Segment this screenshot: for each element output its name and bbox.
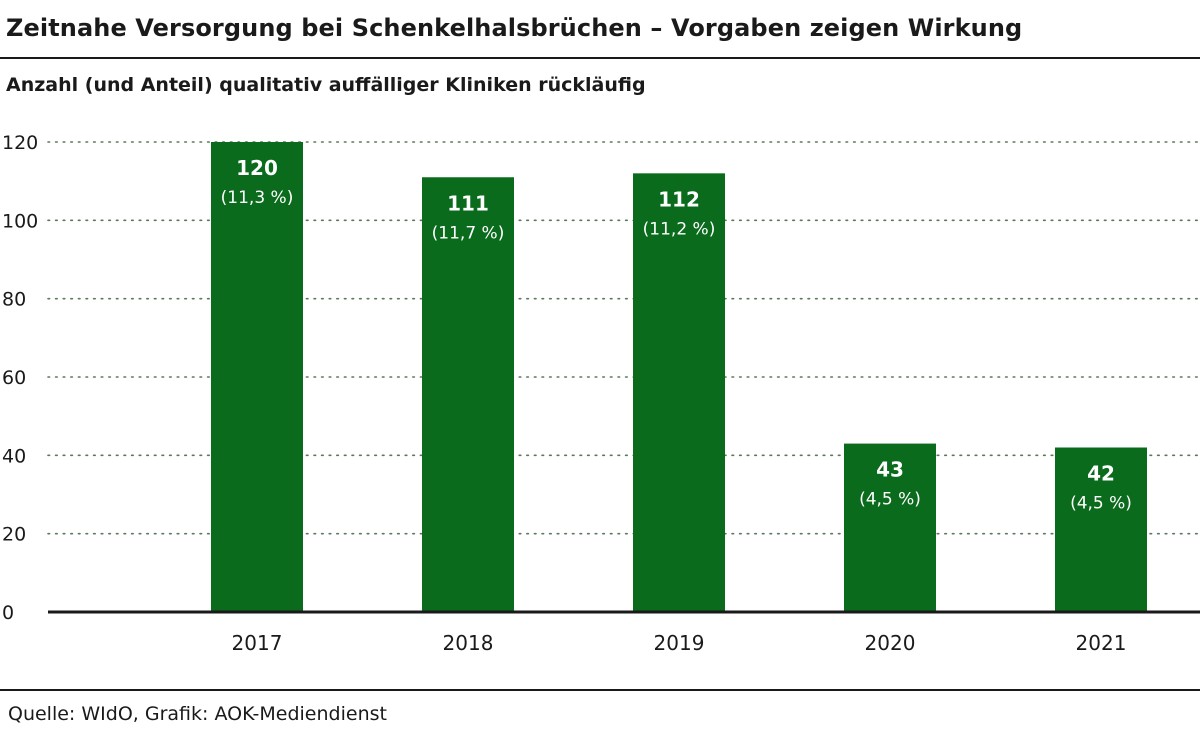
bar-value-label: 112 bbox=[658, 187, 700, 211]
y-tick-label: 60 bbox=[2, 367, 26, 389]
bar-share-label: (11,3 %) bbox=[221, 188, 294, 208]
y-tick-label: 0 bbox=[2, 602, 14, 624]
bar-chart: 0 20 40 60 80 100 120 120 (11,3 %) 111 (11,7 %) 11… bbox=[2, 132, 1200, 655]
x-tick-label: 2021 bbox=[1076, 631, 1127, 655]
bar-share-label: (11,2 %) bbox=[643, 219, 716, 239]
bars: 120 (11,3 %) 111 (11,7 %) 112 (11,2 %) 43 (4,5 … bbox=[211, 142, 1147, 613]
y-tick-label: 80 bbox=[2, 289, 26, 311]
source-note: Quelle: WIdO, Grafik: AOK-Mediendienst bbox=[8, 703, 387, 725]
footer-divider bbox=[0, 689, 1200, 691]
x-tick-label: 2020 bbox=[865, 631, 916, 655]
bar-value-label: 120 bbox=[236, 156, 278, 180]
y-tick-label: 100 bbox=[2, 210, 38, 232]
title-divider bbox=[0, 57, 1200, 59]
chart-subtitle: Anzahl (und Anteil) qualitativ auffällig… bbox=[6, 74, 646, 96]
x-axis-ticks: 2017 2018 2019 2020 2021 bbox=[232, 631, 1127, 655]
bar bbox=[1055, 447, 1147, 612]
bar bbox=[211, 142, 303, 612]
bar-share-label: (11,7 %) bbox=[432, 223, 505, 243]
y-axis-ticks: 0 20 40 60 80 100 120 bbox=[2, 132, 38, 624]
y-tick-label: 20 bbox=[2, 524, 26, 546]
x-tick-label: 2019 bbox=[654, 631, 705, 655]
bar bbox=[633, 173, 725, 613]
bar-share-label: (4,5 %) bbox=[1070, 494, 1132, 514]
bar-value-label: 42 bbox=[1087, 462, 1115, 486]
y-tick-label: 120 bbox=[2, 132, 38, 154]
x-tick-label: 2017 bbox=[232, 631, 283, 655]
chart-title: Zeitnahe Versorgung bei Schenkelhalsbrüc… bbox=[6, 14, 1023, 42]
y-tick-label: 40 bbox=[2, 445, 26, 467]
bar-share-label: (4,5 %) bbox=[859, 490, 921, 510]
bar bbox=[844, 443, 936, 612]
x-tick-label: 2018 bbox=[443, 631, 494, 655]
bar bbox=[422, 177, 514, 612]
bar-value-label: 43 bbox=[876, 458, 904, 482]
bar-value-label: 111 bbox=[447, 191, 489, 215]
